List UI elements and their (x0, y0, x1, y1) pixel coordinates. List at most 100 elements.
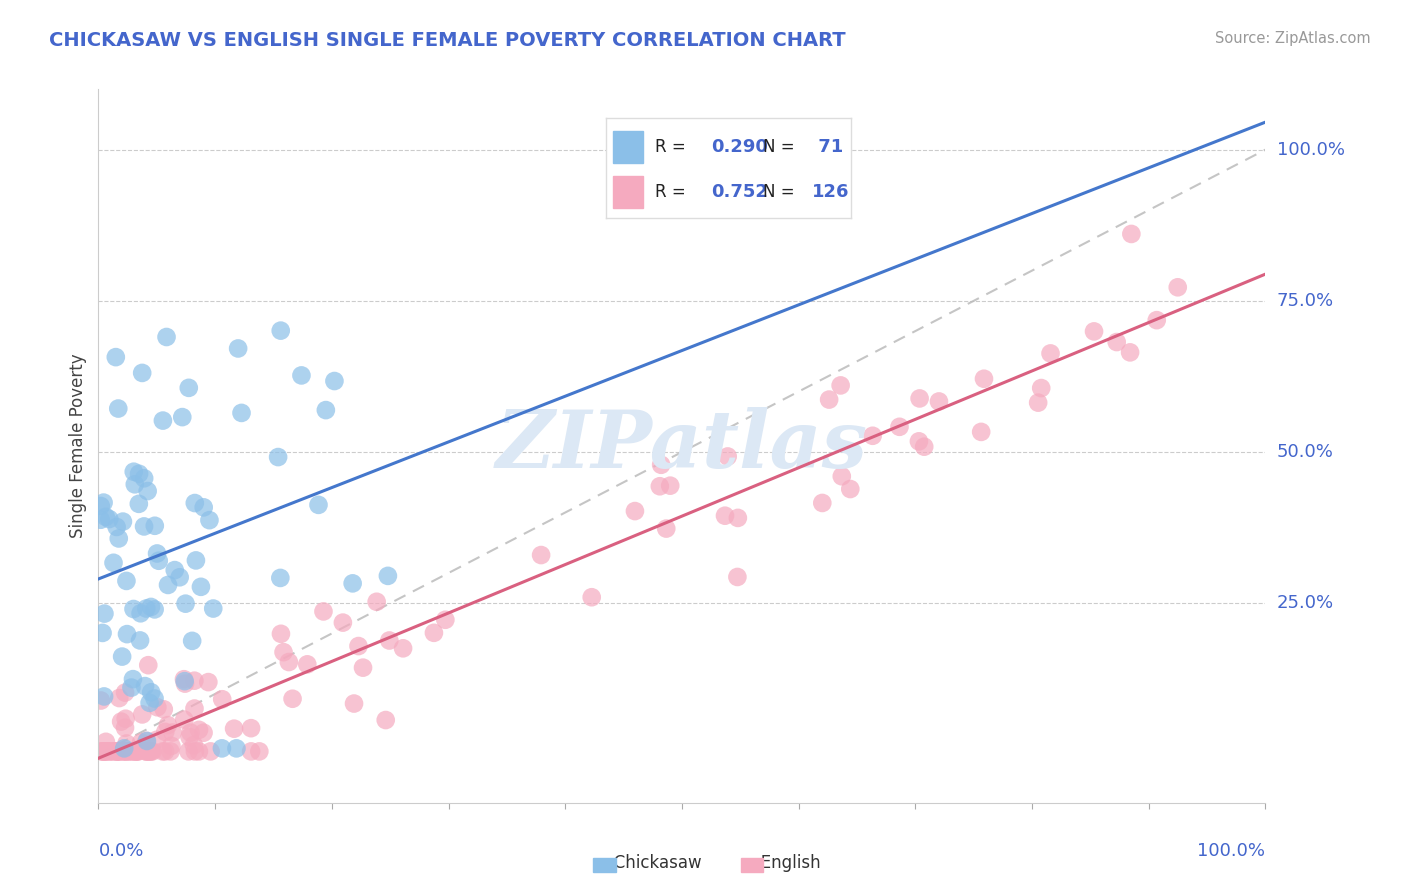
Point (129, 735, 152, 749)
Point (120, 681, 142, 695)
Point (110, 714, 132, 729)
Point (94, 509, 117, 524)
Point (277, 655, 299, 669)
Point (129, 633, 152, 648)
Point (200, 744, 222, 758)
Point (581, 591, 603, 605)
Point (143, 691, 166, 706)
Point (231, 406, 253, 420)
Text: 100.0%: 100.0% (1198, 842, 1265, 860)
Point (108, 744, 131, 758)
Point (132, 519, 155, 533)
Point (111, 744, 134, 758)
Point (146, 732, 169, 747)
Point (1119, 345, 1142, 359)
Point (104, 350, 127, 364)
Point (179, 730, 201, 744)
Point (374, 713, 396, 727)
Point (222, 722, 245, 736)
Point (134, 679, 156, 693)
Point (96, 744, 118, 758)
Point (120, 744, 142, 758)
Point (115, 744, 138, 758)
Point (93, 690, 115, 704)
Text: Chickasaw: Chickasaw (598, 855, 702, 872)
Point (121, 744, 143, 758)
Point (155, 724, 177, 739)
Point (240, 721, 263, 735)
Point (93, 744, 115, 758)
Point (135, 734, 157, 748)
Point (135, 734, 157, 748)
Point (650, 458, 672, 472)
Point (136, 744, 159, 758)
Point (105, 744, 128, 758)
Point (146, 546, 169, 560)
Text: ZIPatlas: ZIPatlas (496, 408, 868, 484)
Point (297, 657, 319, 672)
Point (323, 374, 346, 388)
Point (96, 744, 118, 758)
Point (117, 744, 139, 758)
Point (1026, 395, 1049, 409)
Point (392, 641, 415, 656)
Point (129, 607, 152, 621)
Point (148, 554, 170, 568)
Point (270, 324, 292, 338)
Point (114, 721, 136, 735)
Point (114, 712, 136, 726)
Point (138, 696, 160, 710)
Point (434, 613, 457, 627)
Point (211, 741, 233, 756)
Point (107, 532, 129, 546)
Point (831, 469, 853, 483)
Point (128, 497, 150, 511)
Point (98, 512, 121, 526)
Point (727, 511, 749, 525)
Point (342, 576, 364, 591)
Point (290, 368, 312, 383)
Point (173, 713, 195, 727)
Point (970, 425, 993, 439)
Point (180, 725, 202, 739)
Point (101, 744, 124, 758)
Point (139, 599, 162, 614)
Text: Source: ZipAtlas.com: Source: ZipAtlas.com (1215, 31, 1371, 46)
Point (1031, 381, 1053, 395)
Point (315, 403, 337, 417)
Point (105, 520, 128, 534)
Point (143, 602, 166, 616)
Point (93, 744, 115, 758)
Point (973, 372, 995, 386)
Point (839, 482, 862, 496)
Point (908, 392, 931, 406)
Point (273, 645, 295, 659)
Point (226, 342, 249, 356)
Point (181, 633, 204, 648)
Point (128, 467, 150, 481)
Point (127, 744, 149, 758)
Point (112, 741, 135, 756)
Point (1039, 346, 1062, 360)
Point (332, 615, 354, 630)
Point (103, 556, 125, 570)
Point (211, 692, 233, 706)
Point (135, 744, 157, 758)
Point (141, 744, 163, 758)
Point (157, 578, 180, 592)
Point (138, 744, 160, 758)
Point (725, 570, 748, 584)
Point (1083, 325, 1105, 339)
Point (107, 401, 129, 416)
Point (112, 744, 135, 758)
Point (105, 744, 128, 758)
Point (173, 674, 195, 689)
Point (146, 700, 169, 714)
Y-axis label: Single Female Poverty: Single Female Poverty (69, 354, 87, 538)
Point (308, 498, 330, 512)
Point (177, 744, 200, 758)
Point (169, 570, 191, 584)
Text: 100.0%: 100.0% (1277, 141, 1344, 159)
Point (193, 500, 215, 515)
Point (98, 744, 121, 758)
